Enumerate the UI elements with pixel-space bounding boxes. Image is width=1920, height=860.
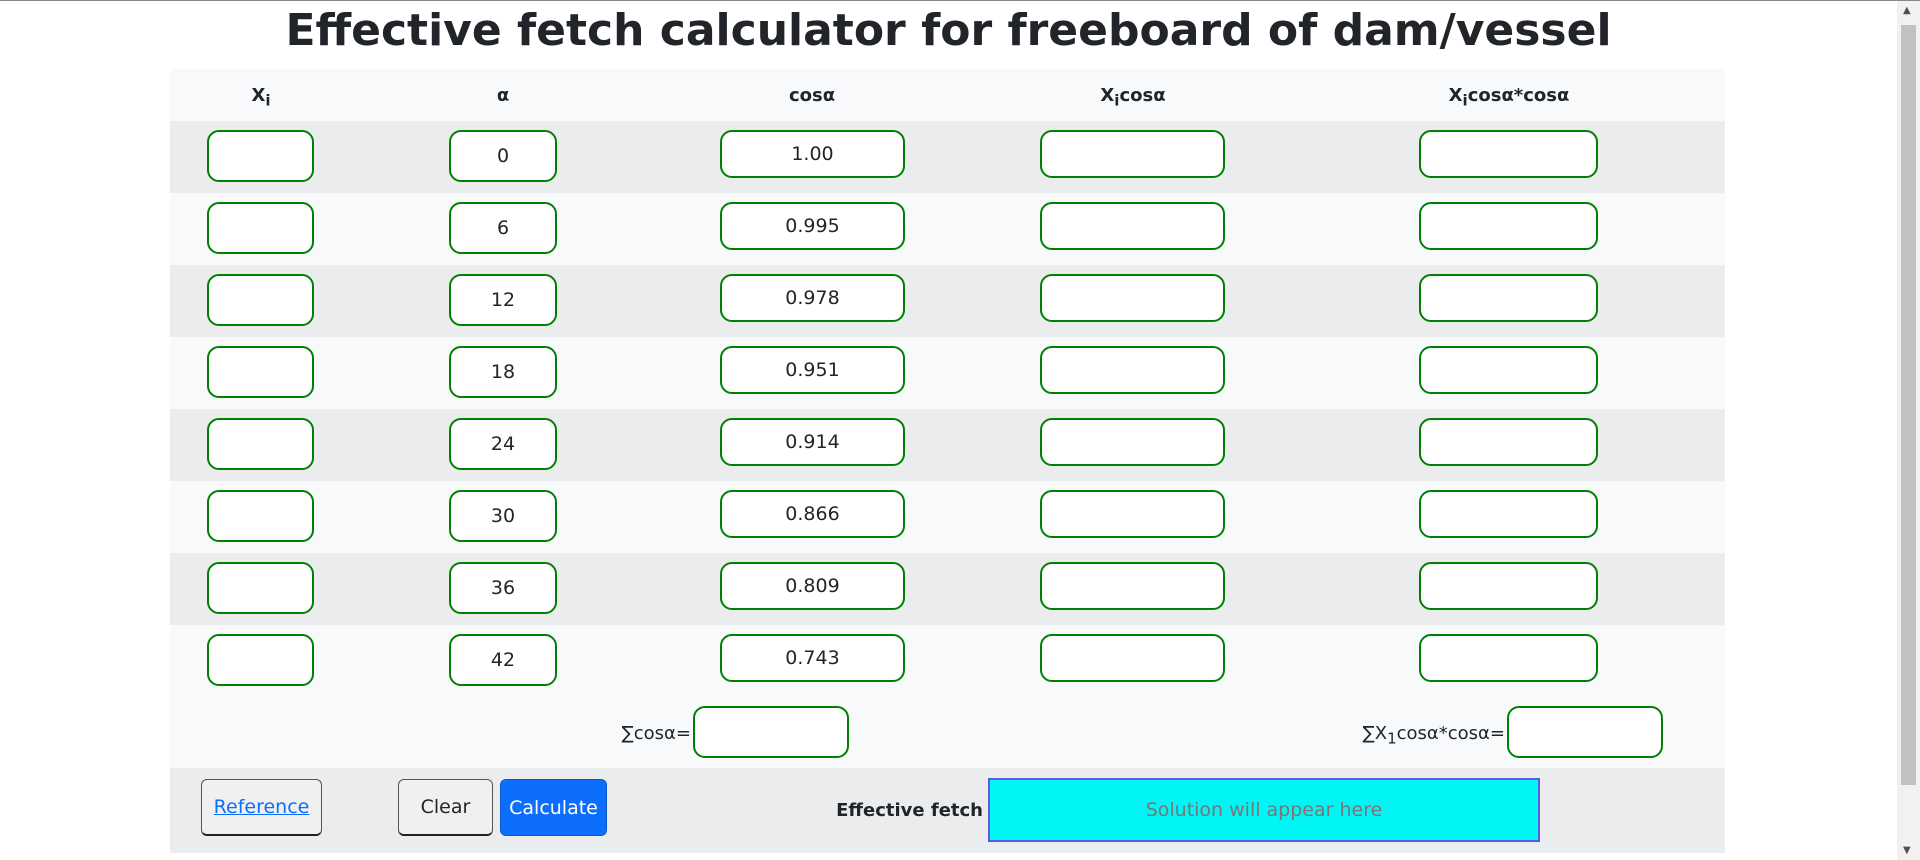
- xicoscos-input[interactable]: [1419, 202, 1598, 250]
- cos-value[interactable]: 0.978: [720, 274, 905, 322]
- xicos-input[interactable]: [1040, 130, 1225, 178]
- xicoscos-input[interactable]: [1419, 562, 1598, 610]
- vertical-scrollbar[interactable]: ▲ ▼: [1897, 1, 1920, 860]
- scrollbar-thumb[interactable]: [1901, 25, 1916, 785]
- alpha-input[interactable]: [449, 202, 557, 254]
- sum-cos-label: ∑cosα=: [621, 723, 691, 744]
- alpha-input[interactable]: [449, 562, 557, 614]
- xi-input[interactable]: [207, 562, 314, 614]
- alpha-input[interactable]: [449, 274, 557, 326]
- cos-value[interactable]: 1.00: [720, 130, 905, 178]
- alpha-input[interactable]: [449, 418, 557, 470]
- xicos-input[interactable]: [1040, 490, 1225, 538]
- table-header: Xi α cosα Xicosα Xicosα*cosα: [170, 69, 1725, 121]
- cos-value[interactable]: 0.951: [720, 346, 905, 394]
- xi-input[interactable]: [207, 490, 314, 542]
- xi-input[interactable]: [207, 202, 314, 254]
- xicoscos-input[interactable]: [1419, 346, 1598, 394]
- table-row: 0.951: [170, 337, 1725, 409]
- scroll-up-icon[interactable]: ▲: [1903, 5, 1911, 16]
- xi-input[interactable]: [207, 418, 314, 470]
- clear-button[interactable]: Clear: [398, 779, 493, 836]
- xi-input[interactable]: [207, 346, 314, 398]
- header-xicoscos: Xicosα*cosα: [1448, 85, 1570, 110]
- xi-input[interactable]: [207, 274, 314, 326]
- table-row: 0.743: [170, 625, 1725, 697]
- table-row: 0.914: [170, 409, 1725, 481]
- sum-row: ∑cosα= ∑X1cosα*cosα=: [170, 697, 1725, 768]
- table-row: 0.978: [170, 265, 1725, 337]
- xi-input[interactable]: [207, 634, 314, 686]
- header-cos: cosα: [788, 85, 836, 106]
- header-xicos: Xicosα: [1100, 85, 1166, 110]
- xicoscos-input[interactable]: [1419, 130, 1598, 178]
- page-title: Effective fetch calculator for freeboard…: [285, 5, 1612, 56]
- header-xi: Xi: [251, 85, 271, 110]
- calculate-button[interactable]: Calculate: [500, 779, 607, 836]
- effective-fetch-label: Effective fetch: [836, 800, 983, 821]
- sum-xcos-input[interactable]: [1507, 706, 1663, 758]
- action-row: Reference Clear Calculate Effective fetc…: [170, 768, 1725, 853]
- sum-xcos-label: ∑X1cosα*cosα=: [1362, 723, 1505, 748]
- xicoscos-input[interactable]: [1419, 274, 1598, 322]
- cos-value[interactable]: 0.866: [720, 490, 905, 538]
- alpha-input[interactable]: [449, 346, 557, 398]
- header-alpha: α: [496, 85, 510, 106]
- xicos-input[interactable]: [1040, 346, 1225, 394]
- cos-value[interactable]: 0.743: [720, 634, 905, 682]
- xicos-input[interactable]: [1040, 418, 1225, 466]
- alpha-input[interactable]: [449, 634, 557, 686]
- table-row: 1.00: [170, 121, 1725, 193]
- xicoscos-input[interactable]: [1419, 634, 1598, 682]
- xicos-input[interactable]: [1040, 274, 1225, 322]
- table-row: 0.866: [170, 481, 1725, 553]
- xicoscos-input[interactable]: [1419, 418, 1598, 466]
- sum-cos-input[interactable]: [693, 706, 849, 758]
- table-row: 0.809: [170, 553, 1725, 625]
- xicos-input[interactable]: [1040, 562, 1225, 610]
- xicos-input[interactable]: [1040, 634, 1225, 682]
- scroll-down-icon[interactable]: ▼: [1903, 845, 1911, 856]
- xicos-input[interactable]: [1040, 202, 1225, 250]
- cos-value[interactable]: 0.995: [720, 202, 905, 250]
- alpha-input[interactable]: [449, 130, 557, 182]
- reference-link[interactable]: Reference: [201, 779, 322, 836]
- xi-input[interactable]: [207, 130, 314, 182]
- xicoscos-input[interactable]: [1419, 490, 1598, 538]
- cos-value[interactable]: 0.914: [720, 418, 905, 466]
- fetch-table: Xi α cosα Xicosα Xicosα*cosα 1.00 0.995 0.…: [170, 69, 1725, 853]
- table-row: 0.995: [170, 193, 1725, 265]
- alpha-input[interactable]: [449, 490, 557, 542]
- effective-fetch-output: Solution will appear here: [988, 778, 1540, 842]
- cos-value[interactable]: 0.809: [720, 562, 905, 610]
